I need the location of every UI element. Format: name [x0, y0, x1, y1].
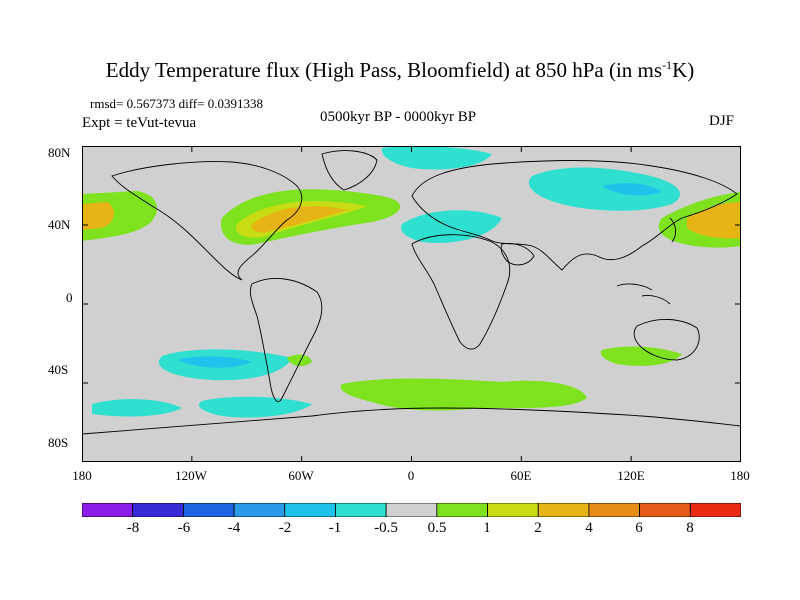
positive-anomaly-region — [82, 202, 114, 230]
positive-anomaly-region — [287, 354, 312, 367]
colorbar-label: -0.5 — [374, 520, 398, 536]
coastline-greenland — [321, 150, 378, 191]
negative-anomaly-region — [177, 356, 252, 368]
colorbar-label: -6 — [177, 520, 191, 536]
x-tick-label: 120W — [175, 468, 207, 483]
colorbar — [82, 503, 741, 517]
colorbar-label: 6 — [635, 520, 643, 536]
colorbar-swatch — [689, 503, 741, 517]
stats-line: rmsd= 0.567373 diff= 0.0391338 — [90, 96, 263, 111]
y-tick-label: 40S — [48, 362, 69, 377]
colorbar-label: -2 — [278, 520, 292, 536]
y-tick-label: 40N — [48, 217, 71, 232]
colorbar-swatch — [182, 503, 235, 517]
colorbar-label: 1 — [483, 520, 491, 536]
x-tick-label: 60W — [288, 468, 314, 483]
negative-anomaly-region — [381, 146, 492, 170]
coastline-arabia — [500, 243, 535, 266]
colorbar-label: 0.5 — [427, 520, 447, 536]
y-tick-label: 80N — [48, 145, 71, 160]
x-tick-label: 120E — [617, 468, 645, 483]
axis-ticks — [82, 146, 741, 462]
x-tick-label: 0 — [407, 468, 415, 483]
colorbar-swatch — [233, 503, 286, 517]
colorbar-swatch — [487, 503, 539, 517]
positive-anomaly-region — [600, 346, 682, 366]
x-tick-label: 180 — [730, 468, 750, 483]
negative-anomaly-region — [602, 183, 662, 196]
positive-anomaly-region — [340, 378, 587, 411]
coastline-eurasia — [411, 160, 738, 271]
positive-anomaly-region — [687, 202, 741, 239]
colorbar-swatch — [588, 503, 641, 517]
y-tick-label: 0 — [66, 290, 73, 305]
plot-title: Eddy Temperature flux (High Pass, Bloomf… — [105, 58, 695, 82]
coastline-antarctica — [82, 407, 741, 435]
colorbar-swatch — [132, 503, 184, 517]
coastline-africa — [411, 234, 511, 350]
colorbar-label: -1 — [328, 520, 342, 536]
period-label: 0500kyr BP - 0000kyr BP — [320, 109, 477, 125]
coastlines — [82, 150, 741, 435]
season-label: DJF — [709, 113, 735, 129]
colorbar-swatch — [335, 503, 387, 517]
experiment-label: Expt = teVut-tevua — [82, 115, 197, 131]
x-tick-label: 60E — [510, 468, 532, 483]
colorbar-swatch — [537, 503, 590, 517]
colorbar-label: -8 — [126, 520, 140, 536]
y-tick-label: 80S — [48, 435, 69, 450]
colorbar-label: 2 — [534, 520, 542, 536]
colorbar-swatch — [385, 503, 438, 517]
coastline-japan — [669, 217, 677, 243]
negative-anomaly-region — [528, 167, 681, 211]
coastline-australia — [633, 318, 700, 361]
colorbar-swatch — [639, 503, 691, 517]
x-tick-label: 180 — [72, 468, 92, 483]
coastline-north-america — [111, 161, 303, 281]
colorbar-label: 8 — [686, 520, 694, 536]
colorbar-swatch — [82, 503, 134, 517]
coastline-islands — [616, 283, 671, 305]
colorbar-label: -4 — [227, 520, 241, 536]
positive-anomaly-region — [251, 206, 347, 233]
negative-anomaly-region — [92, 399, 182, 417]
colorbar-swatch — [436, 503, 488, 517]
coastline-south-america — [249, 278, 323, 403]
colorbar-swatch — [284, 503, 336, 517]
world-map-plot — [82, 146, 741, 462]
field-contours — [82, 146, 741, 418]
negative-anomaly-region — [198, 396, 312, 418]
colorbar-label: 4 — [585, 520, 593, 536]
